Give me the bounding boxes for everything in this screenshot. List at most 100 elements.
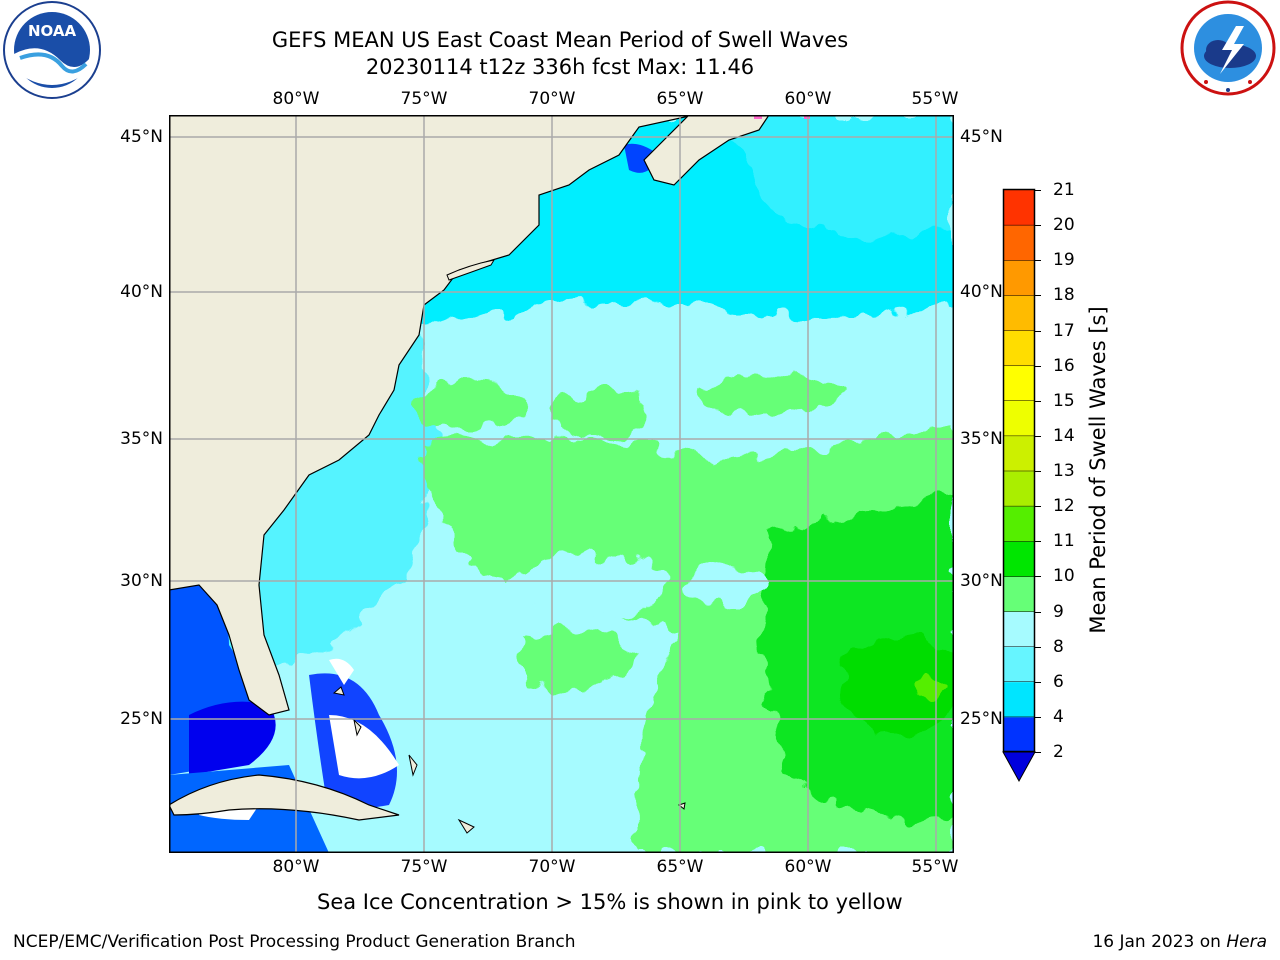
lon-label-top: 55°W [911, 89, 959, 109]
colorbar-tick-label: 20 [1053, 215, 1075, 236]
colorbar-title: Mean Period of Swell Waves [s] [1086, 306, 1110, 634]
colorbar-cell [1004, 576, 1034, 612]
sea-ice-note: Sea Ice Concentration > 15% is shown in … [317, 890, 903, 914]
lon-label-top: 60°W [784, 89, 832, 109]
colorbar-cell [1004, 330, 1034, 367]
colorbar-tick-mark [1035, 471, 1041, 472]
colorbar-cell [1004, 365, 1034, 402]
footer-credit: NCEP/EMC/Verification Post Processing Pr… [13, 932, 576, 952]
gulf-very-low-period [189, 701, 276, 775]
nova-scotia-land [643, 115, 770, 186]
lat-label-left: 35°N [120, 429, 163, 449]
colorbar-tick-label: 19 [1053, 250, 1075, 271]
lon-label-bottom: 70°W [528, 857, 576, 877]
swell-patch-green [549, 393, 649, 437]
lat-label-right: 40°N [960, 282, 1003, 302]
colorbar-tick-mark [1035, 716, 1041, 718]
colorbar-cell [1004, 716, 1034, 753]
colorbar-cell [1004, 681, 1034, 718]
colorbar-tick-label: 12 [1053, 496, 1075, 517]
bahamas-island [408, 754, 418, 777]
noaa-logo: NOAA [0, 0, 104, 104]
lon-label-bottom: 60°W [784, 857, 832, 877]
lat-label-left: 40°N [120, 282, 163, 302]
colorbar-tick-label: 11 [1053, 531, 1075, 552]
colorbar-tick-label: 6 [1053, 671, 1064, 692]
swell-patch-light [689, 565, 769, 605]
colorbar-tick-label: 4 [1053, 706, 1064, 727]
colorbar-tick-mark [1035, 576, 1041, 578]
lat-label-right: 25°N [960, 709, 1003, 729]
footer-date-text: 16 Jan 2023 on [1092, 932, 1227, 952]
lat-label-left: 30°N [120, 571, 163, 591]
lon-label-top: 80°W [272, 89, 320, 109]
chart-subtitle: 20230114 t12z 336h fcst Max: 11.46 [365, 55, 755, 79]
lat-label-left: 45°N [120, 127, 163, 147]
swell-max-region [839, 635, 954, 735]
colorbar-tick-label: 21 [1053, 180, 1075, 200]
colorbar-tick-mark [1035, 365, 1041, 367]
lat-label-right: 45°N [960, 127, 1003, 147]
colorbar-tick-label: 2 [1053, 742, 1064, 762]
colorbar-cell [1004, 506, 1034, 542]
lon-label-bottom: 55°W [911, 857, 959, 877]
swell-patch-green [519, 628, 639, 691]
lon-label-top: 70°W [528, 89, 576, 109]
noaa-logo-text: NOAA [28, 22, 77, 40]
colorbar-cell [1004, 295, 1034, 331]
footer-host: Hera [1226, 932, 1267, 952]
colorbar-tick-label: 10 [1053, 566, 1075, 587]
colorbar-tick-mark [1035, 506, 1041, 508]
lon-label-bottom: 65°W [656, 857, 704, 877]
colorbar [1000, 185, 1040, 785]
bahamas-island [332, 686, 345, 696]
colorbar-tick-mark [1035, 295, 1041, 297]
colorbar-cell [1004, 260, 1034, 296]
colorbar-cell [1004, 435, 1034, 472]
colorbar-tick-mark [1035, 435, 1041, 437]
bahamas-island [353, 718, 362, 737]
lon-label-top: 75°W [400, 89, 448, 109]
swell-patch-green [409, 380, 529, 430]
sea-ice-marker [754, 115, 762, 119]
colorbar-tick-mark [1035, 330, 1041, 332]
lat-label-right: 30°N [960, 571, 1003, 591]
colorbar-frame [1002, 188, 1036, 753]
swell-band-cyan [729, 115, 954, 235]
swell-max-core [915, 675, 943, 695]
colorbar-tick-mark [1035, 752, 1041, 753]
colorbar-cell [1004, 471, 1034, 507]
cuba-land [169, 774, 400, 821]
swell-patch-light [509, 555, 669, 615]
long-island-land [446, 259, 496, 281]
graticule [169, 115, 954, 853]
colorbar-tick-mark [1035, 541, 1041, 543]
colorbar-tick-label: 13 [1053, 461, 1075, 481]
colorbar-tick-mark [1035, 260, 1041, 262]
colorbar-extend-arrow [1002, 751, 1036, 783]
colorbar-tick-mark [1035, 646, 1041, 648]
colorbar-tick-mark [1035, 190, 1041, 191]
colorbar-tick-label: 15 [1053, 390, 1075, 411]
lon-label-top: 65°W [656, 89, 704, 109]
colorbar-cell [1004, 541, 1034, 577]
colorbar-tick-mark [1035, 681, 1041, 683]
colorbar-tick-label: 8 [1053, 636, 1064, 657]
colorbar-tick-label: 9 [1053, 601, 1064, 622]
model-gap [329, 715, 399, 779]
chart-title: GEFS MEAN US East Coast Mean Period of S… [271, 28, 849, 52]
colorbar-tick-mark [1035, 400, 1041, 402]
colorbar-tick-label: 16 [1053, 355, 1075, 376]
colorbar-cell [1004, 400, 1034, 437]
colorbar-tick-label: 18 [1053, 285, 1075, 306]
sea-ice-marker [804, 115, 810, 119]
lon-label-bottom: 75°W [400, 857, 448, 877]
colorbar-cell [1004, 646, 1034, 683]
swell-period-map [169, 115, 954, 853]
footer-date: 16 Jan 2023 on Hera [1092, 932, 1267, 952]
nws-logo [1178, 0, 1278, 100]
turks-caicos-island [457, 818, 475, 834]
colorbar-cell [1004, 190, 1034, 226]
lat-label-left: 25°N [120, 709, 163, 729]
us-east-coast-land [169, 115, 695, 716]
